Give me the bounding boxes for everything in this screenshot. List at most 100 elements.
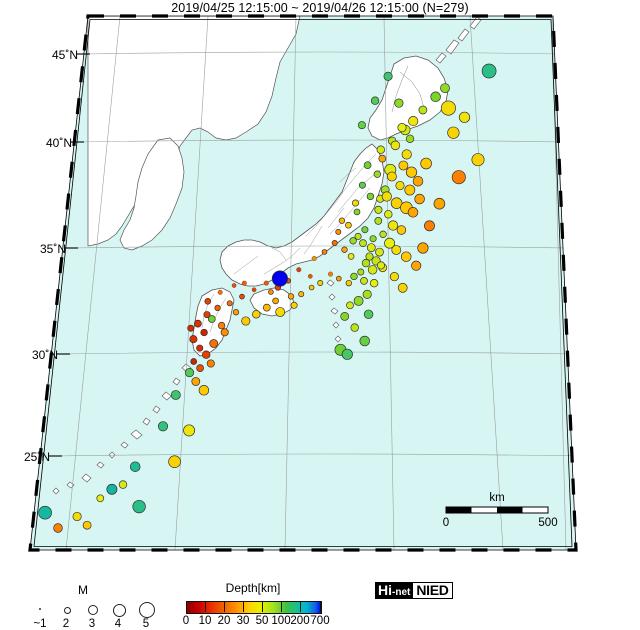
magnitude-legend: M ~1 2 3 4 5: [18, 583, 158, 630]
epicenter-marker: [311, 256, 317, 261]
depth-tick-label-200: 200: [290, 615, 310, 627]
depth-tick-10: [205, 601, 206, 612]
depth-tick-50: [262, 601, 263, 612]
epicenter-marker: [440, 83, 450, 93]
epicenter-marker: [239, 293, 245, 300]
epicenter-marker: [341, 348, 353, 360]
map-canvas: [30, 16, 576, 550]
epicenter-marker: [196, 364, 204, 372]
epicenter-marker: [362, 289, 372, 299]
epicenter-marker: [201, 350, 211, 359]
epicenter-marker: [203, 311, 211, 319]
hinet-wordmark: Hi -net: [375, 582, 413, 599]
lat-label-40n: 40˚N: [46, 136, 72, 150]
epicenter-marker: [350, 323, 359, 332]
epicenter-marker: [390, 197, 403, 209]
epicenter-marker: [268, 289, 274, 295]
epicenter-marker: [458, 111, 471, 123]
epicenter-marker: [251, 287, 257, 293]
scale-bar: km 0 500: [443, 492, 558, 529]
epicenter-marker: [360, 277, 368, 285]
epicenter-marker: [361, 226, 369, 234]
earthquake-map[interactable]: 45˚N 40˚N 35˚N 30˚N 25˚N km 0 500 125˚E …: [0, 12, 640, 562]
epicenter-marker: [358, 181, 366, 189]
depth-legend-title: Depth[km]: [225, 581, 281, 595]
epicenter-marker: [353, 296, 364, 306]
epicenter-marker: [359, 239, 367, 247]
epicenter-marker: [407, 207, 419, 218]
scale-bar-min: 0: [443, 517, 449, 529]
epicenter-marker: [389, 272, 399, 282]
magnitude-symbol-row: [18, 600, 158, 618]
epicenter-marker: [417, 242, 429, 254]
depth-colorbar: [186, 601, 322, 614]
epicenter-marker: [217, 321, 226, 330]
epicenter-marker: [394, 98, 404, 108]
epicenter-marker: [207, 315, 216, 323]
epicenter-marker: [374, 217, 383, 225]
epicenter-marker: [471, 153, 485, 167]
epicenter-marker: [418, 105, 428, 115]
epicenter-marker: [204, 297, 212, 305]
magnitude-label-3: 3: [88, 618, 96, 630]
magnitude-symbol-4: [112, 603, 126, 617]
epicenter-marker: [384, 210, 393, 219]
logo-nied-text: NIED: [412, 582, 453, 599]
epicenter-marker: [396, 225, 407, 235]
epicenter-marker: [375, 247, 384, 257]
epicenter-marker: [129, 461, 141, 472]
epicenter-marker: [361, 258, 371, 268]
epicenter-marker: [241, 280, 247, 286]
epicenter-marker: [272, 297, 279, 305]
logo-net-text: -net: [392, 587, 411, 598]
epicenter-marker: [397, 123, 407, 133]
epicenter-marker: [187, 324, 195, 332]
depth-tick-label-0: 0: [182, 615, 190, 627]
epicenter-marker: [170, 390, 181, 400]
epicenter-marker: [390, 140, 401, 151]
epicenter-marker: [381, 191, 392, 202]
epicenter-marker: [366, 243, 376, 252]
depth-tick-label-100: 100: [271, 615, 291, 627]
epicenter-marker: [82, 520, 92, 530]
epicenter-marker: [405, 166, 418, 178]
epicenter-marker: [184, 368, 195, 378]
epicenter-marker: [132, 499, 146, 514]
epicenter-marker: [367, 265, 378, 275]
epicenter-marker: [263, 280, 269, 286]
lat-label-45n: 45˚N: [52, 48, 78, 62]
epicenter-marker: [345, 279, 352, 287]
magnitude-symbol-2: [63, 606, 71, 614]
epicenter-marker: [196, 344, 204, 352]
epicenter-marker: [194, 319, 202, 328]
epicenter-marker: [357, 268, 365, 276]
epicenter-marker: [400, 251, 412, 262]
depth-tick-label-700: 700: [310, 615, 330, 627]
epicenter-marker: [376, 145, 385, 154]
epicenter-marker: [345, 221, 352, 229]
epicenter-marker: [420, 157, 432, 170]
depth-tick-30: [243, 601, 244, 612]
korea-peninsula: [119, 137, 185, 251]
epicenter-marker: [387, 171, 397, 182]
epicenter-marker: [206, 359, 215, 368]
landmass-honshu: [219, 143, 385, 287]
landmass-izu-islands: [326, 279, 342, 343]
lat-label-30n: 30˚N: [32, 348, 58, 362]
epicenter-marker: [321, 249, 328, 255]
hokkaido-inner-boundary: [391, 65, 425, 113]
epicenter-marker: [481, 63, 497, 79]
epicenter-marker: [157, 421, 169, 432]
epicenter-marker: [369, 279, 379, 288]
epicenter-marker: [404, 184, 416, 196]
logo-hi-text: Hi: [378, 582, 392, 598]
depth-tick-20: [224, 601, 225, 612]
depth-tick-label-20: 20: [217, 615, 231, 627]
depth-tick-700: [320, 601, 321, 612]
epicenter-marker: [118, 480, 128, 489]
epicenter-marker: [354, 232, 362, 240]
epicenter-marker: [388, 220, 399, 231]
epicenter-marker: [198, 385, 210, 396]
legend-strip: M ~1 2 3 4 5 Depth[km] 0 10 20 30 50 100 200 700 Hi…: [0, 562, 640, 630]
depth-tick-label-50: 50: [255, 615, 269, 627]
